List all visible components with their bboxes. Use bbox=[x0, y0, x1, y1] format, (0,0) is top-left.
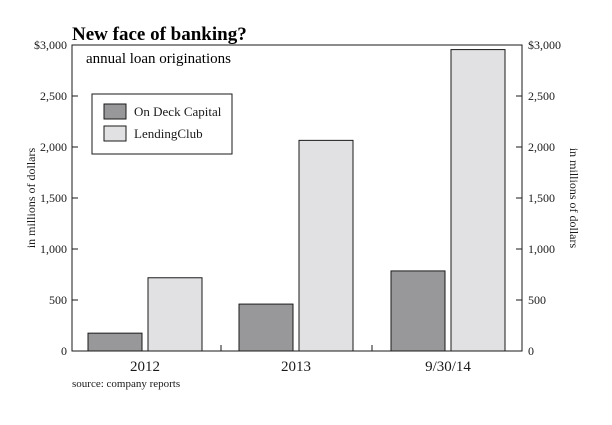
left-tick-label: 1,500 bbox=[40, 191, 67, 205]
legend-swatch-lendingclub bbox=[103, 125, 127, 142]
source-note: source: company reports bbox=[72, 378, 180, 390]
right-tick-label: $3,000 bbox=[528, 38, 561, 52]
category-label-2: 9/30/14 bbox=[425, 359, 471, 375]
left-tick-label: 500 bbox=[49, 293, 67, 307]
legend: On Deck Capital LendingClub bbox=[91, 93, 233, 155]
category-label-1: 2013 bbox=[281, 359, 311, 375]
left-tick-label: 0 bbox=[61, 344, 67, 358]
chart-subtitle: annual loan originations bbox=[86, 51, 231, 67]
category-axis: 2012 2013 9/30/14 bbox=[130, 345, 471, 375]
bar-lendingclub-2 bbox=[450, 49, 506, 352]
right-tick-label: 2,500 bbox=[528, 89, 555, 103]
bar-lendingclub-1 bbox=[298, 139, 354, 352]
right-axis: 0 500 1,000 1,500 2,000 2,500 $3,000 bbox=[516, 38, 561, 358]
chart-title: New face of banking? bbox=[72, 24, 247, 45]
right-tick-label: 2,000 bbox=[528, 140, 555, 154]
legend-label-on-deck: On Deck Capital bbox=[134, 104, 222, 119]
left-tick-label: $3,000 bbox=[34, 38, 67, 52]
left-axis-label: in millions of dollars bbox=[24, 148, 38, 249]
right-tick-label: 0 bbox=[528, 344, 534, 358]
left-tick-label: 2,000 bbox=[40, 140, 67, 154]
bar-on-deck-0 bbox=[87, 332, 143, 352]
right-tick-label: 1,000 bbox=[528, 242, 555, 256]
right-tick-label: 500 bbox=[528, 293, 546, 307]
left-tick-label: 1,000 bbox=[40, 242, 67, 256]
left-tick-label: 2,500 bbox=[40, 89, 67, 103]
legend-box bbox=[91, 93, 233, 155]
right-axis-label: in millions of dollars bbox=[567, 148, 581, 249]
legend-label-lendingclub: LendingClub bbox=[134, 126, 203, 141]
bar-on-deck-1 bbox=[238, 303, 294, 352]
category-label-0: 2012 bbox=[130, 359, 160, 375]
bar-on-deck-2 bbox=[390, 270, 446, 352]
legend-swatch-on-deck bbox=[103, 103, 127, 120]
right-tick-label: 1,500 bbox=[528, 191, 555, 205]
bar-lendingclub-0 bbox=[147, 277, 203, 352]
left-axis: 0 500 1,000 1,500 2,000 2,500 $3,000 bbox=[34, 38, 78, 358]
bars-group bbox=[87, 49, 506, 352]
